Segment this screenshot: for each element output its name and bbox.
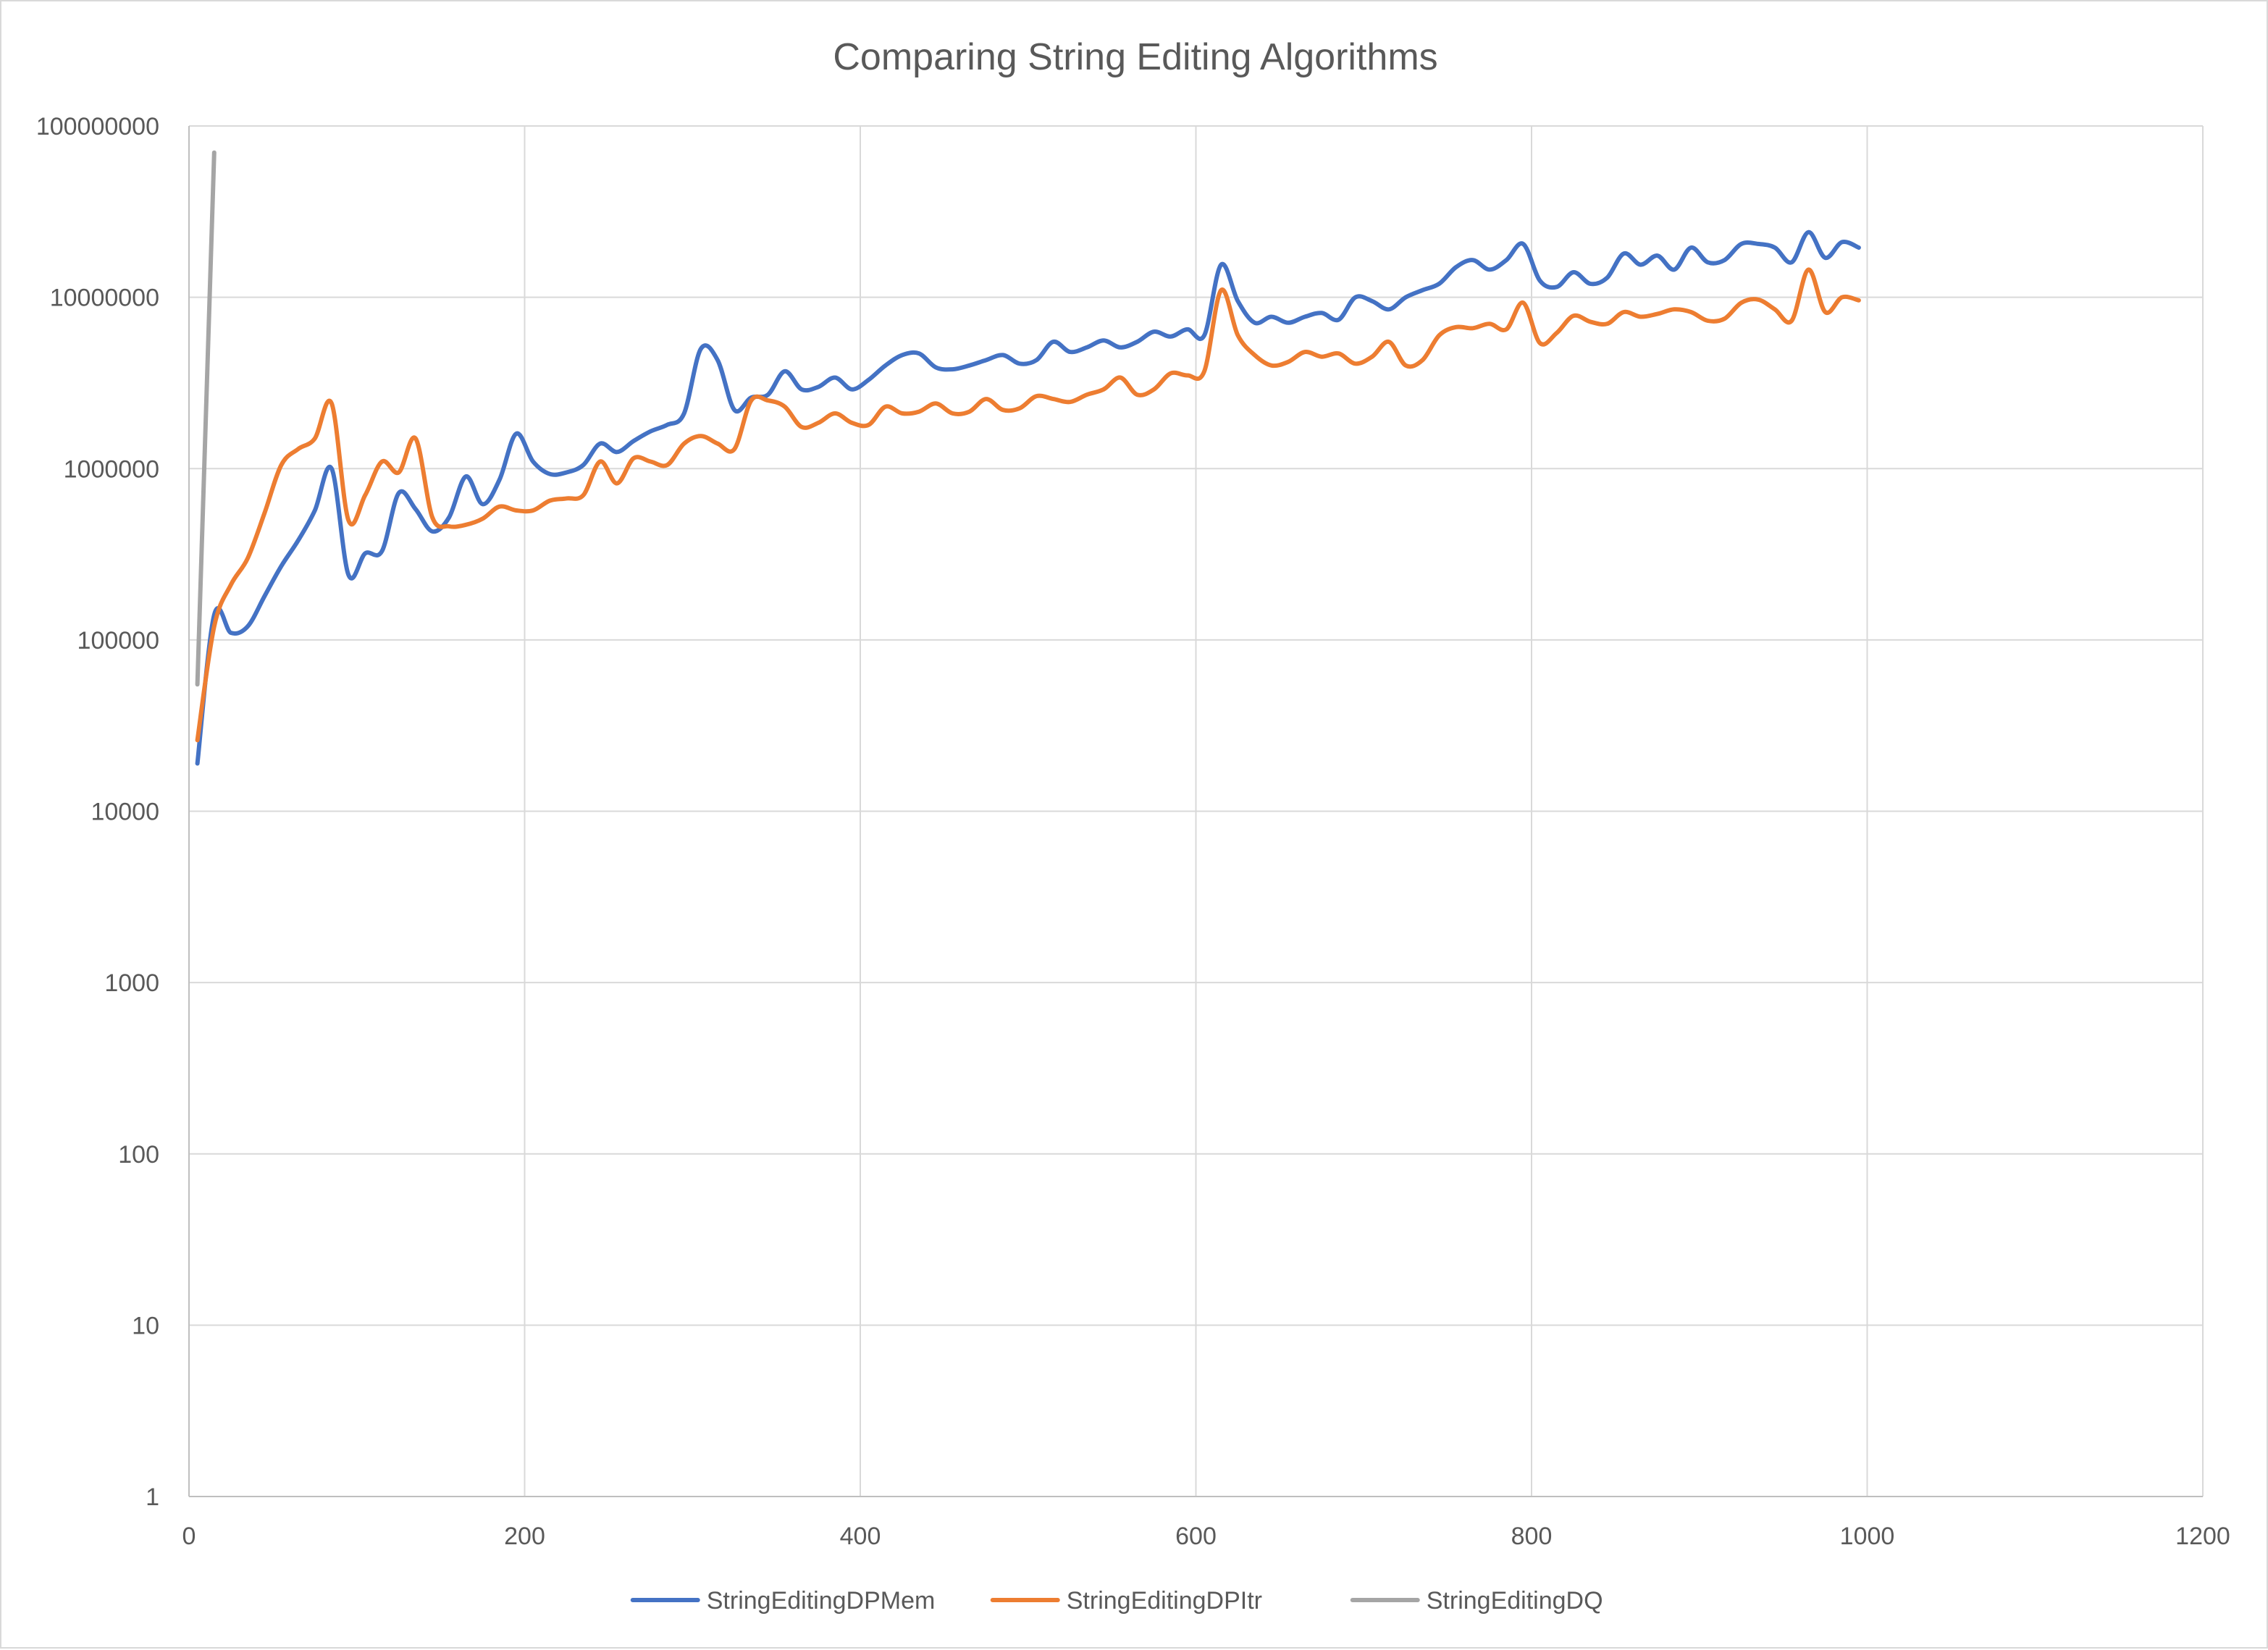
- x-tick-label: 1200: [2175, 1523, 2230, 1550]
- legend-label: StringEditingDPItr: [1067, 1587, 1262, 1615]
- x-tick-label: 800: [1511, 1523, 1553, 1550]
- x-tick-label: 400: [840, 1523, 881, 1550]
- y-tick-label: 100000: [77, 627, 159, 654]
- gridlines: [188, 125, 2204, 1497]
- x-axis-ticks: 0 200 400 600 800 1000 1200: [182, 1523, 2230, 1550]
- legend: StringEditingDPMem StringEditingDPItr Stri…: [630, 1587, 1603, 1615]
- y-tick-label: 1000: [104, 969, 159, 997]
- x-tick-label: 200: [504, 1523, 545, 1550]
- legend-item[interactable]: StringEditingDQ: [1350, 1587, 1603, 1615]
- y-tick-label: 1000000: [64, 455, 159, 483]
- series-line-stringeditingdq: [195, 150, 217, 687]
- y-tick-label: 10: [132, 1312, 159, 1339]
- x-tick-label: 1000: [1840, 1523, 1895, 1550]
- series-line-stringeditingdpmem: [195, 230, 1861, 766]
- y-tick-label: 10000000: [50, 285, 159, 312]
- y-tick-label: 100: [118, 1141, 159, 1169]
- y-tick-label: 10000: [91, 799, 159, 826]
- series-lines: [195, 150, 1861, 766]
- legend-label: StringEditingDPMem: [707, 1587, 936, 1615]
- chart-title: Comparing String Editing Algorithms: [833, 36, 1437, 78]
- y-axis-ticks: 1 10 100 1000 10000 100000 1000000 10000000 1000…: [36, 113, 159, 1511]
- legend-item[interactable]: StringEditingDPItr: [990, 1587, 1262, 1615]
- legend-item[interactable]: StringEditingDPMem: [630, 1587, 936, 1615]
- y-tick-label: 100000000: [36, 113, 159, 140]
- series-line-stringeditingdpitr: [195, 267, 1861, 743]
- legend-label: StringEditingDQ: [1427, 1587, 1603, 1615]
- y-tick-label: 1: [146, 1483, 159, 1511]
- x-tick-label: 600: [1175, 1523, 1217, 1550]
- x-tick-label: 0: [182, 1523, 196, 1550]
